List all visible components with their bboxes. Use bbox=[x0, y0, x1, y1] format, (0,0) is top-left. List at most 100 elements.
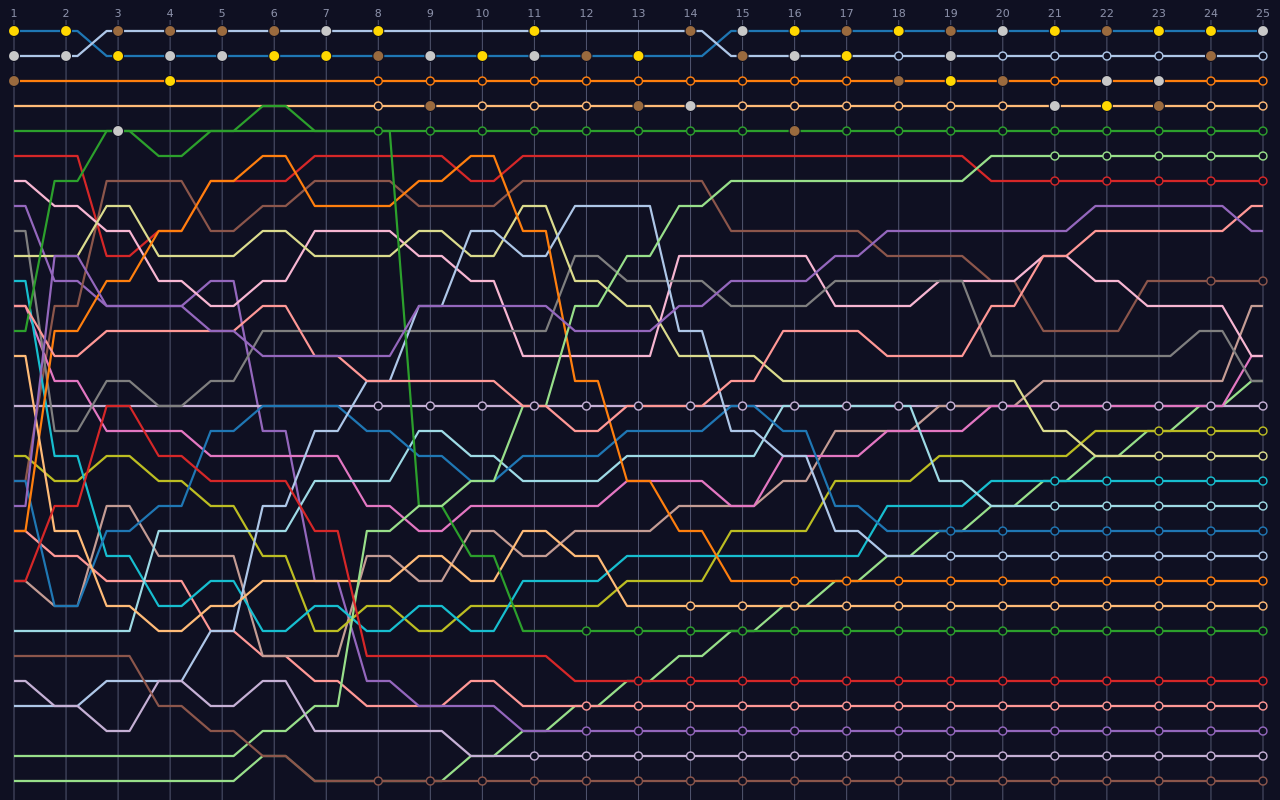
settled-point bbox=[946, 126, 956, 136]
settled-point bbox=[1050, 726, 1060, 736]
settled-point bbox=[1206, 451, 1216, 461]
medal-point-silver bbox=[1152, 75, 1165, 87]
settled-point bbox=[998, 576, 1008, 586]
medal-point-silver bbox=[164, 50, 177, 62]
x-tick-label: 8 bbox=[375, 7, 382, 20]
settled-point bbox=[998, 51, 1008, 61]
medal-point-gold bbox=[528, 25, 541, 37]
x-tick-label: 25 bbox=[1256, 7, 1270, 20]
settled-point bbox=[1102, 751, 1112, 761]
settled-point bbox=[1050, 551, 1060, 561]
x-tick-label: 6 bbox=[271, 7, 278, 20]
settled-point bbox=[1258, 101, 1268, 111]
x-tick-label: 4 bbox=[167, 7, 174, 20]
settled-point bbox=[998, 751, 1008, 761]
settled-point bbox=[841, 726, 852, 736]
settled-point bbox=[529, 76, 540, 86]
settled-point bbox=[1050, 776, 1060, 786]
series-line-15 bbox=[14, 229, 1263, 433]
settled-point bbox=[998, 401, 1008, 411]
settled-point bbox=[1258, 776, 1268, 786]
settled-point bbox=[737, 126, 748, 136]
settled-point bbox=[581, 76, 592, 86]
settled-point bbox=[1258, 51, 1268, 61]
settled-point bbox=[1154, 51, 1164, 61]
settled-point bbox=[1154, 751, 1164, 761]
medal-point-gold bbox=[892, 25, 905, 37]
settled-point bbox=[1206, 401, 1216, 411]
x-tick-label: 24 bbox=[1204, 7, 1218, 20]
settled-point bbox=[946, 776, 956, 786]
settled-point bbox=[1102, 701, 1112, 711]
settled-point bbox=[1206, 726, 1216, 736]
settled-point bbox=[841, 776, 852, 786]
settled-point bbox=[946, 551, 956, 561]
settled-point bbox=[1050, 576, 1060, 586]
medal-point-bronze bbox=[8, 75, 20, 87]
settled-point bbox=[1206, 176, 1216, 186]
settled-point bbox=[998, 726, 1008, 736]
series-line-28 bbox=[14, 204, 1263, 508]
settled-point bbox=[841, 76, 852, 86]
settled-point bbox=[477, 401, 488, 411]
x-tick-label: 22 bbox=[1100, 7, 1114, 20]
settled-point bbox=[633, 726, 644, 736]
settled-point bbox=[737, 676, 748, 686]
settled-point bbox=[685, 126, 696, 136]
x-tick-label: 13 bbox=[632, 7, 646, 20]
medal-point-bronze bbox=[112, 25, 125, 37]
x-tick-label: 3 bbox=[115, 7, 122, 20]
settled-point bbox=[529, 101, 540, 111]
settled-point bbox=[1154, 451, 1164, 461]
medal-point-bronze bbox=[1152, 100, 1165, 112]
settled-point bbox=[529, 776, 540, 786]
settled-point bbox=[998, 601, 1008, 611]
settled-point bbox=[1102, 676, 1112, 686]
settled-point bbox=[633, 76, 644, 86]
settled-point bbox=[841, 126, 852, 136]
x-tick-label: 7 bbox=[323, 7, 330, 20]
settled-point bbox=[737, 626, 748, 636]
settled-point bbox=[737, 751, 748, 761]
settled-point bbox=[946, 576, 956, 586]
settled-point bbox=[946, 601, 956, 611]
settled-point bbox=[841, 751, 852, 761]
settled-point bbox=[581, 701, 592, 711]
settled-point bbox=[1102, 576, 1112, 586]
medal-point-gold bbox=[1152, 25, 1165, 37]
settled-point bbox=[737, 401, 748, 411]
x-tick-label: 20 bbox=[996, 7, 1010, 20]
settled-point bbox=[841, 701, 852, 711]
x-tick-label: 19 bbox=[944, 7, 958, 20]
settled-point bbox=[737, 776, 748, 786]
settled-point bbox=[529, 126, 540, 136]
settled-point bbox=[737, 701, 748, 711]
settled-point bbox=[1050, 51, 1060, 61]
x-tick-label: 23 bbox=[1152, 7, 1166, 20]
medal-point-gold bbox=[944, 75, 957, 87]
settled-point bbox=[841, 101, 852, 111]
settled-point bbox=[1154, 776, 1164, 786]
settled-point bbox=[841, 626, 852, 636]
settled-point bbox=[1102, 501, 1112, 511]
medal-point-bronze bbox=[892, 75, 905, 87]
settled-point bbox=[477, 126, 488, 136]
settled-point bbox=[1206, 101, 1216, 111]
medal-point-bronze bbox=[736, 50, 749, 62]
settled-point bbox=[1154, 551, 1164, 561]
settled-point bbox=[1050, 676, 1060, 686]
settled-point bbox=[737, 726, 748, 736]
settled-point bbox=[998, 676, 1008, 686]
settled-point bbox=[1206, 551, 1216, 561]
settled-point bbox=[946, 726, 956, 736]
x-tick-label: 16 bbox=[788, 7, 802, 20]
settled-point bbox=[685, 701, 696, 711]
settled-point bbox=[425, 776, 436, 786]
settled-point bbox=[946, 101, 956, 111]
settled-point bbox=[1206, 576, 1216, 586]
settled-point bbox=[737, 101, 748, 111]
medal-point-gold bbox=[840, 50, 853, 62]
medal-point-silver bbox=[112, 125, 125, 137]
series-line-19 bbox=[14, 404, 1263, 633]
